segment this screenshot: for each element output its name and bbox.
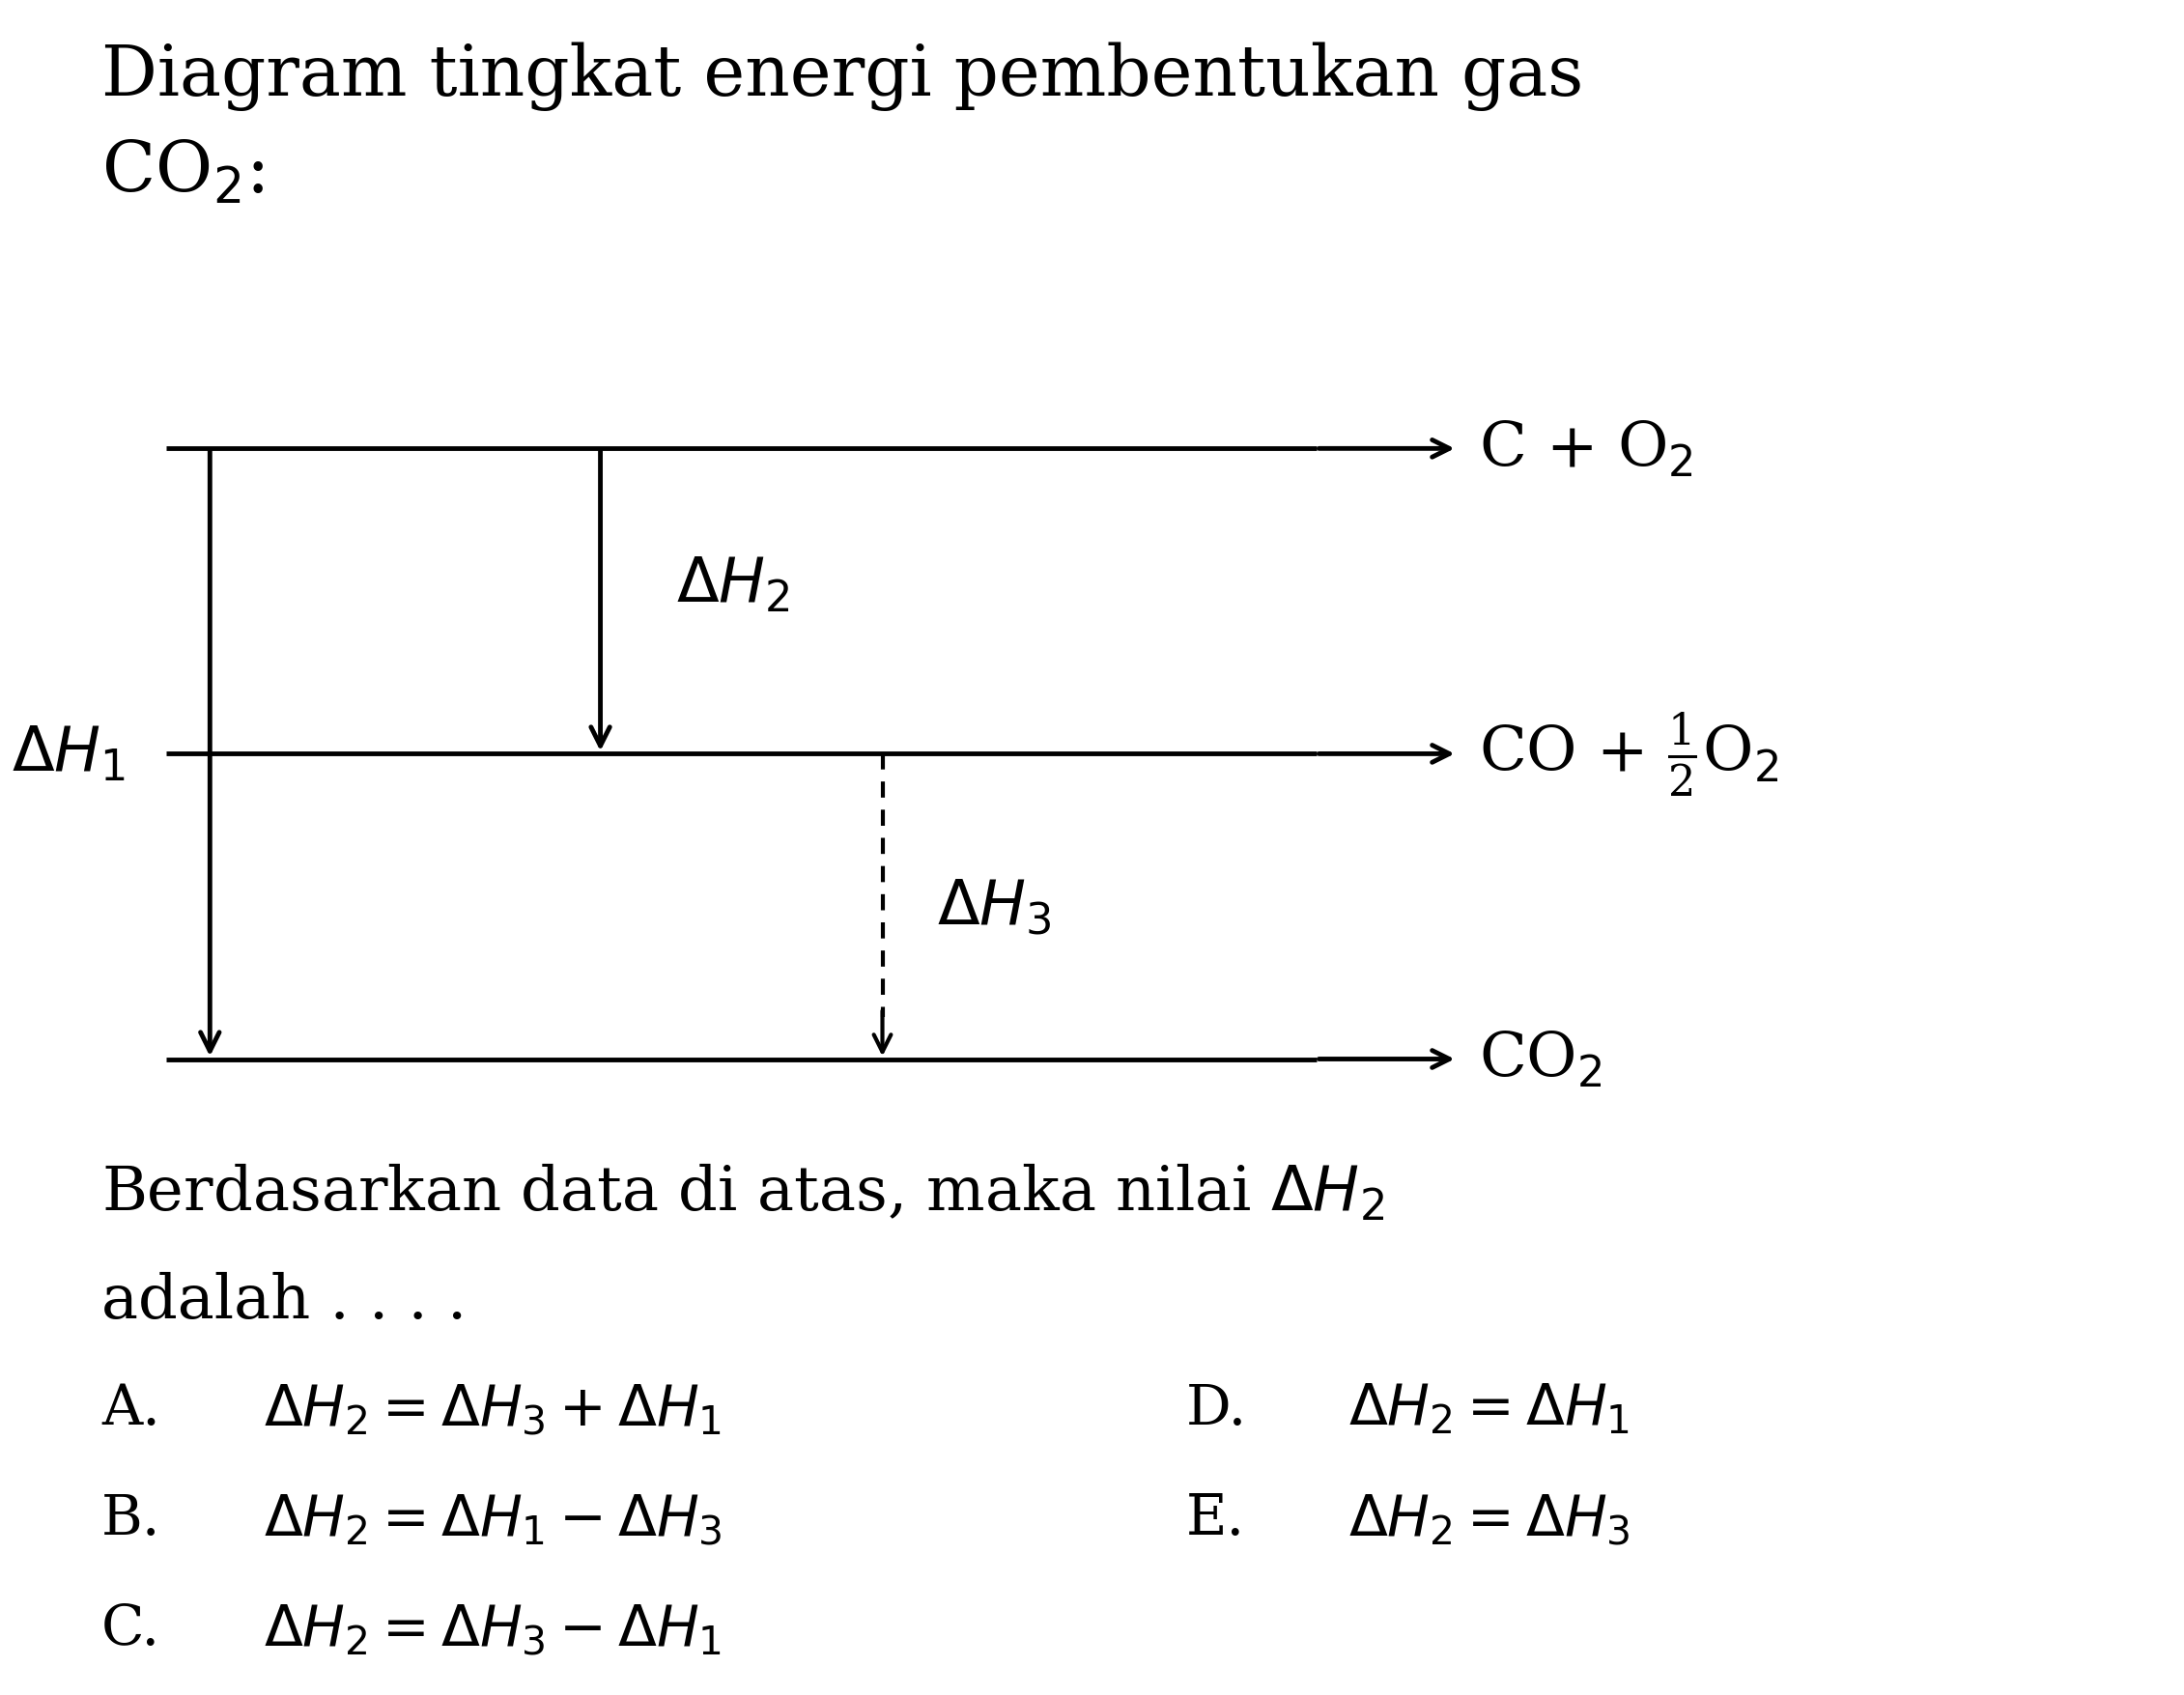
Text: D.: D. [1186,1381,1247,1436]
Text: $\Delta H_2 = \Delta H_1$: $\Delta H_2 = \Delta H_1$ [1350,1381,1629,1436]
Text: $\Delta H_2 = \Delta H_3$: $\Delta H_2 = \Delta H_3$ [1350,1492,1631,1546]
Text: adalah . . . .: adalah . . . . [100,1271,467,1331]
Text: $\Delta H_2$: $\Delta H_2$ [677,554,791,615]
Text: E.: E. [1186,1492,1245,1546]
Text: CO$_2$:: CO$_2$: [100,139,264,207]
Text: $\Delta H_2 = \Delta H_3 + \Delta H_1$: $\Delta H_2 = \Delta H_3 + \Delta H_1$ [264,1381,723,1436]
Text: C.: C. [100,1602,159,1656]
Text: A.: A. [100,1381,159,1436]
Text: $\Delta H_2 = \Delta H_3 - \Delta H_1$: $\Delta H_2 = \Delta H_3 - \Delta H_1$ [264,1602,723,1656]
Text: CO$_2$: CO$_2$ [1479,1029,1603,1090]
Text: $\Delta H_1$: $\Delta H_1$ [11,724,127,785]
Text: $\Delta H_2 = \Delta H_1 - \Delta H_3$: $\Delta H_2 = \Delta H_1 - \Delta H_3$ [264,1492,723,1546]
Text: $\Delta H_3$: $\Delta H_3$ [937,876,1051,937]
Text: CO + $\mathregular{\frac{1}{2}}$O$_2$: CO + $\mathregular{\frac{1}{2}}$O$_2$ [1479,710,1780,798]
Text: Diagram tingkat energi pembentukan gas: Diagram tingkat energi pembentukan gas [100,42,1583,112]
Text: Berdasarkan data di atas, maka nilai $\Delta H_2$: Berdasarkan data di atas, maka nilai $\D… [100,1161,1385,1222]
Text: B.: B. [100,1492,162,1546]
Text: C + O$_2$: C + O$_2$ [1479,419,1693,480]
